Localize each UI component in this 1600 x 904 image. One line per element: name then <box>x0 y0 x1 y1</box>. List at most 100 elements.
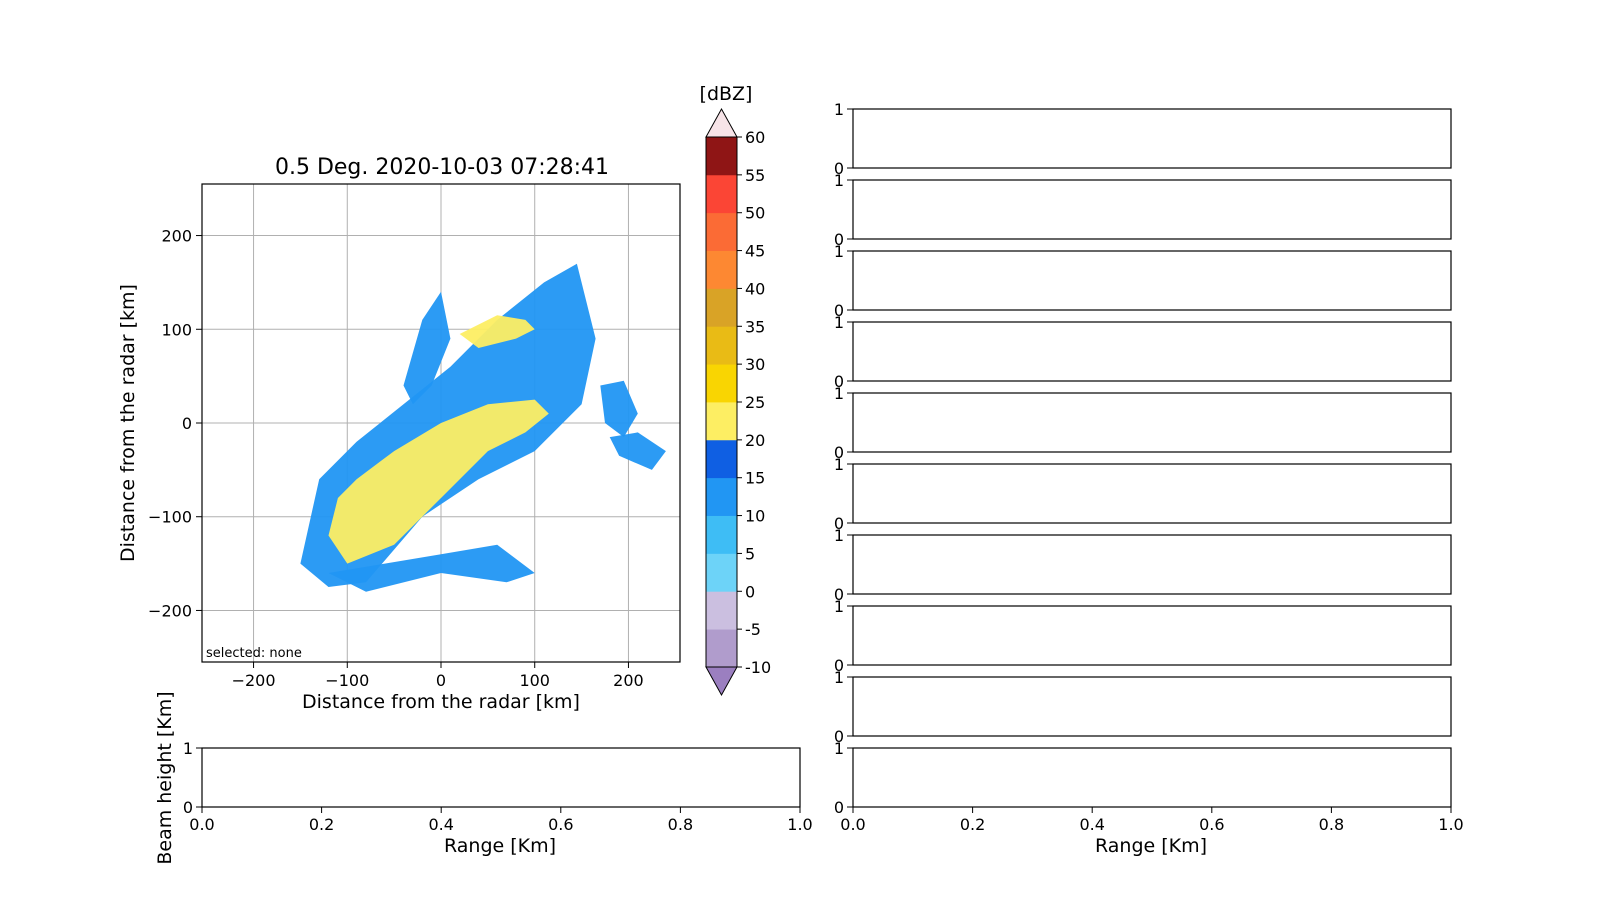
profile-y-tick-label: 1 <box>834 171 844 190</box>
ppi-y-tick-label: 200 <box>161 227 192 246</box>
colorbar-segment-4 <box>706 477 737 516</box>
ppi-y-tick-label: −200 <box>148 601 192 620</box>
profile-y-tick-label: 1 <box>834 242 844 261</box>
beam-x-tick-label: 1.0 <box>787 815 812 834</box>
profile-y-tick-label: 1 <box>834 313 844 332</box>
profile-stack-x-axis-label: Range [Km] <box>1095 835 1207 857</box>
beam-y-tick-label: 0 <box>183 798 193 817</box>
profile-panel-frame <box>852 605 1452 666</box>
profile-panel-3: 10 <box>834 242 1452 320</box>
selection-status: selected: none <box>206 646 302 661</box>
ppi-x-tick-label: −100 <box>325 671 369 690</box>
colorbar-tick-label: -10 <box>745 658 771 677</box>
colorbar-segment-6 <box>706 402 737 441</box>
profile-x-tick-label: 0.6 <box>1199 815 1224 834</box>
echo-region-4 <box>328 544 535 592</box>
ppi-x-axis-label: Distance from the radar [km] <box>302 691 580 713</box>
beam-height-ticks: 0.0 0.2 0.4 0.6 0.8 1.0 1 0 <box>183 739 813 834</box>
profile-panel-1: 10 <box>834 100 1452 178</box>
echo-region-3 <box>609 432 666 470</box>
colorbar-over-extension <box>705 107 738 138</box>
profile-x-tick-label: 0.8 <box>1319 815 1344 834</box>
colorbar-tick-label: 20 <box>745 431 765 450</box>
profile-y-tick-label: 1 <box>834 100 844 119</box>
profile-y-tick-label: 0 <box>834 585 844 604</box>
profile-panel-frame <box>852 250 1452 311</box>
beam-x-tick-label: 0.8 <box>668 815 693 834</box>
profile-panel-frame <box>852 463 1452 524</box>
colorbar-segment-13 <box>706 137 737 176</box>
profile-panel-frame <box>852 179 1452 240</box>
beam-height-panel: 0.0 0.2 0.4 0.6 0.8 1.0 1 0 Range [Km] Beam hei… <box>154 691 813 864</box>
colorbar-segment-0 <box>706 629 737 668</box>
profile-y-tick-label: 1 <box>834 526 844 545</box>
profile-panel-7: 10 <box>834 526 1452 604</box>
profile-y-tick-label: 0 <box>834 798 844 817</box>
ppi-x-tick-label: −200 <box>232 671 276 690</box>
beam-height-axes-frame <box>201 747 801 808</box>
ppi-x-tick-label: 200 <box>613 671 644 690</box>
profile-x-tick-label: 0.2 <box>960 815 985 834</box>
colorbar-tick-label: 0 <box>745 582 755 601</box>
beam-height-y-axis-label: Beam height [Km] <box>154 691 176 864</box>
profile-x-tick-label: 0.0 <box>840 815 865 834</box>
colorbar-tick-label: 30 <box>745 355 765 374</box>
colorbar-segment-9 <box>706 288 737 327</box>
colorbar-tick-label: 5 <box>745 544 755 563</box>
colorbar-tick-label: 10 <box>745 507 765 526</box>
colorbar-segment-2 <box>706 553 737 592</box>
profile-y-tick-label: 1 <box>834 739 844 758</box>
colorbar-segment-10 <box>706 250 737 289</box>
colorbar-segment-5 <box>706 439 737 479</box>
ppi-y-tick-label: −100 <box>148 508 192 527</box>
ppi-x-tick-label: 0 <box>436 671 446 690</box>
colorbar-segment-11 <box>706 212 737 251</box>
beam-height-x-axis-label: Range [Km] <box>444 835 556 857</box>
ppi-y-axis-label: Distance from the radar [km] <box>117 284 139 562</box>
profile-panel-10: 10 <box>834 739 1452 817</box>
profile-panel-frame <box>852 676 1452 737</box>
beam-x-tick-label: 0.2 <box>309 815 334 834</box>
profile-panel-frame <box>852 747 1452 808</box>
profile-y-tick-label: 0 <box>834 727 844 746</box>
profile-panel-4: 10 <box>834 313 1452 391</box>
echo-region-2 <box>600 380 638 438</box>
profile-y-tick-label: 0 <box>834 159 844 178</box>
profile-y-tick-label: 1 <box>834 384 844 403</box>
echo-region-6 <box>459 315 535 348</box>
profile-y-tick-label: 0 <box>834 301 844 320</box>
colorbar-tick-label: 55 <box>745 166 765 185</box>
profile-y-tick-label: 1 <box>834 668 844 687</box>
colorbar-tick-label: 45 <box>745 242 765 261</box>
colorbar-segment-12 <box>706 174 737 214</box>
ppi-x-ticks: −200 −100 0 100 200 <box>232 662 644 690</box>
colorbar-tick-label: 50 <box>745 204 765 223</box>
colorbar-segment-7 <box>706 364 737 403</box>
colorbar-segments <box>705 107 738 697</box>
ppi-y-ticks: 200 100 0 −100 −200 <box>148 227 202 620</box>
colorbar-tick-label: -5 <box>745 620 761 639</box>
profile-panel-frame <box>852 108 1452 169</box>
profile-panel-frame <box>852 321 1452 382</box>
colorbar-segment-8 <box>706 326 737 365</box>
profile-y-tick-label: 0 <box>834 656 844 675</box>
profile-stack-x-ticks: 0.0 0.2 0.4 0.6 0.8 1.0 <box>840 807 1464 834</box>
beam-y-tick-label: 1 <box>183 739 193 758</box>
colorbar-segment-3 <box>706 515 737 554</box>
ppi-title: 0.5 Deg. 2020-10-03 07:28:41 <box>275 155 609 180</box>
profile-y-tick-label: 0 <box>834 230 844 249</box>
profile-y-tick-label: 0 <box>834 443 844 462</box>
colorbar-under-extension <box>705 666 738 697</box>
profile-panel-frame <box>852 534 1452 595</box>
colorbar-segment-1 <box>706 591 737 630</box>
ppi-y-tick-label: 100 <box>161 320 192 339</box>
profile-x-tick-label: 1.0 <box>1438 815 1463 834</box>
ppi-y-tick-label: 0 <box>182 414 192 433</box>
beam-x-tick-label: 0.0 <box>189 815 214 834</box>
ppi-x-tick-label: 100 <box>519 671 550 690</box>
beam-x-tick-label: 0.4 <box>428 815 453 834</box>
profile-panel-6: 10 <box>834 455 1452 533</box>
